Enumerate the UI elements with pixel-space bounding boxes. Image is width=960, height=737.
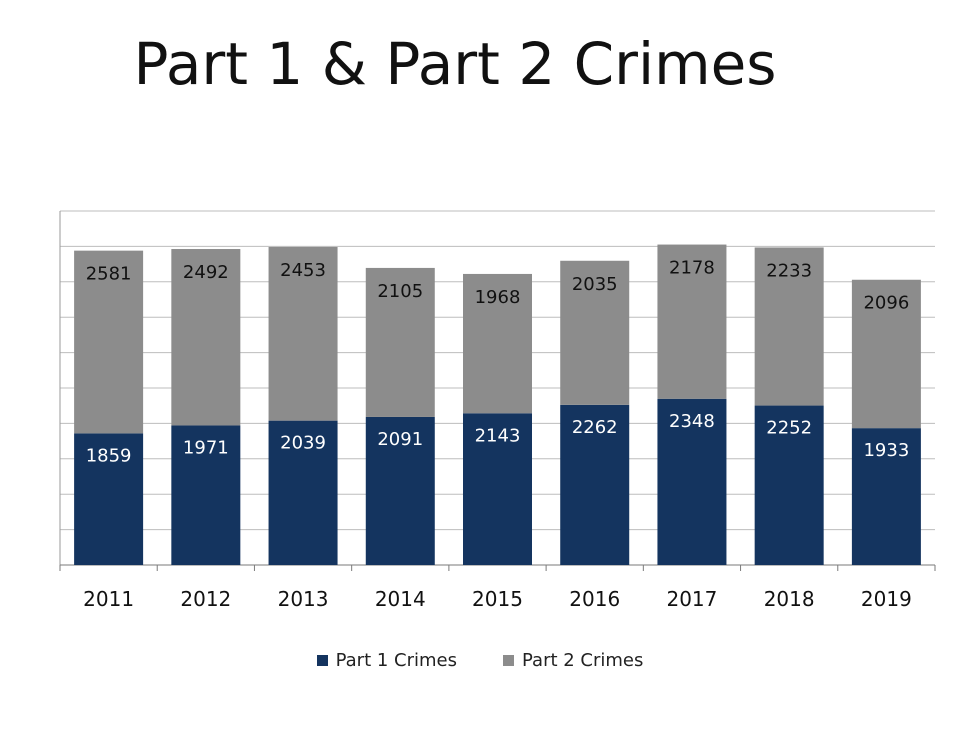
data-label-part1-2019: 1933 <box>863 440 909 461</box>
data-label-part2-2017: 2178 <box>669 258 715 279</box>
x-tick-label-2018: 2018 <box>764 587 815 611</box>
data-label-part2-2019: 2096 <box>863 293 909 314</box>
legend-label-part2: Part 2 Crimes <box>522 650 644 671</box>
bar-part1-2014 <box>365 416 435 565</box>
data-label-part1-2016: 2262 <box>572 417 618 438</box>
legend-swatch-part1 <box>316 655 328 666</box>
data-label-part2-2015: 1968 <box>475 287 521 308</box>
data-label-part1-2015: 2143 <box>475 425 521 446</box>
data-label-part1-2013: 2039 <box>280 433 326 454</box>
legend-label-part1: Part 1 Crimes <box>335 650 457 671</box>
x-tick-label-2016: 2016 <box>569 587 620 611</box>
legend-item-part2: Part 2 Crimes <box>503 650 643 671</box>
bar-part2-2012 <box>171 249 241 426</box>
data-label-part1-2017: 2348 <box>669 411 715 432</box>
x-tick-label-2012: 2012 <box>180 587 231 611</box>
bar-part2-2015 <box>463 273 532 414</box>
bar-part1-2019 <box>851 428 921 565</box>
chart-legend: Part 1 Crimes Part 2 Crimes <box>0 650 960 671</box>
data-label-part1-2018: 2252 <box>766 418 812 439</box>
bar-part1-2015 <box>463 413 532 565</box>
legend-item-part1: Part 1 Crimes <box>316 650 457 671</box>
bar-part2-2017 <box>657 244 727 399</box>
bar-part2-2014 <box>365 267 435 417</box>
chart-title: Part 1 & Part 2 Crimes <box>133 30 777 98</box>
x-tick-label-2011: 2011 <box>83 587 134 611</box>
x-tick-label-2014: 2014 <box>375 587 426 611</box>
data-label-part2-2011: 2581 <box>86 264 132 285</box>
data-label-part2-2013: 2453 <box>280 260 326 281</box>
x-tick-label-2015: 2015 <box>472 587 523 611</box>
data-label-part2-2012: 2492 <box>183 262 229 283</box>
data-label-part1-2014: 2091 <box>377 429 423 450</box>
bar-part1-2016 <box>560 404 630 565</box>
bar-part2-2019 <box>851 279 921 429</box>
bar-part1-2018 <box>754 405 824 565</box>
bar-part2-2011 <box>74 250 144 434</box>
bar-part1-2017 <box>657 398 727 565</box>
x-tick-label-2019: 2019 <box>861 587 912 611</box>
legend-swatch-part2 <box>503 655 514 666</box>
data-label-part1-2012: 1971 <box>183 437 229 458</box>
x-tick-label-2013: 2013 <box>278 587 329 611</box>
bar-part1-2011 <box>74 433 144 565</box>
bar-part2-2013 <box>268 246 338 421</box>
data-label-part1-2011: 1859 <box>86 445 132 466</box>
data-label-part2-2018: 2233 <box>766 260 812 281</box>
bar-part2-2016 <box>560 260 630 405</box>
x-tick-label-2017: 2017 <box>666 587 717 611</box>
data-label-part2-2016: 2035 <box>572 274 618 295</box>
data-label-part2-2014: 2105 <box>377 281 423 302</box>
bar-part2-2018 <box>754 247 824 406</box>
bar-part1-2013 <box>268 420 338 565</box>
bar-part1-2012 <box>171 425 241 565</box>
